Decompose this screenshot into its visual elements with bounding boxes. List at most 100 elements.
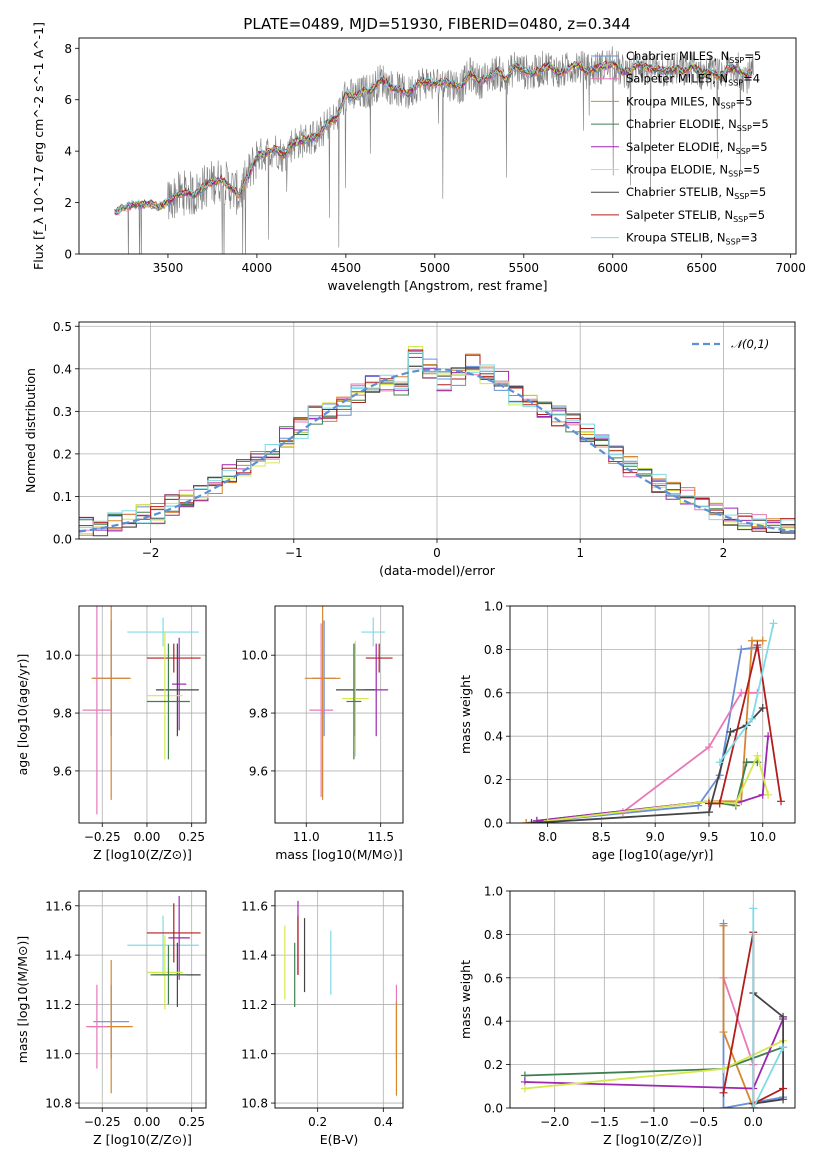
y-tick-label: 0.4 (53, 362, 72, 376)
y-tick-label: 11.0 (241, 1047, 268, 1061)
errorbar-kroupa-miles (91, 606, 131, 800)
x-tick-label: 6000 (597, 261, 628, 275)
x-tick-label: 8.5 (592, 830, 611, 844)
legend-label-salpeter-stelib: Salpeter STELIB, NSSP=5 (626, 208, 765, 224)
series-chabrier-elodie (532, 758, 762, 823)
y-tick-label: 0.0 (484, 817, 503, 831)
y-tick-label: 1.0 (484, 600, 503, 614)
x-tick-label: 11.5 (367, 830, 394, 844)
errorbar-kroupa-elodie (341, 640, 369, 757)
y-tick-label: 10.8 (241, 1097, 268, 1111)
series-point (719, 1104, 728, 1108)
x-tick-label: −0.25 (84, 830, 121, 844)
x-axis-label: age [log10(age/yr)] (592, 847, 714, 862)
series-point (726, 727, 735, 736)
legend-label-salpeter-elodie: Salpeter ELODIE, NSSP=5 (626, 140, 768, 156)
x-tick-label: 0.25 (178, 1115, 205, 1129)
x-axis-label: Z [log10(Z/Z⊙)] (93, 847, 192, 862)
x-tick-label: −0.25 (84, 1115, 121, 1129)
y-tick-label: 1.0 (484, 885, 503, 899)
legend-label-kroupa-miles: Kroupa MILES, NSSP=5 (626, 94, 752, 110)
errorbar-salpeter-miles (82, 606, 112, 815)
x-tick-label: 5000 (420, 261, 451, 275)
errorbar-kroupa-stelib (361, 617, 386, 647)
series-kroupa-stelib (749, 904, 788, 1108)
y-tick-label: 0.2 (53, 447, 72, 461)
y-tick-label: 9.8 (249, 707, 268, 721)
series-point (758, 703, 767, 712)
x-axis-label: (data-model)/error (379, 563, 496, 578)
series-point (769, 619, 778, 628)
y-tick-label: 0.0 (484, 1102, 503, 1116)
y-tick-label: 6 (64, 93, 72, 107)
x-tick-label: −2 (142, 546, 160, 560)
series-point (704, 799, 713, 808)
legend-label-chabrier-elodie: Chabrier ELODIE, NSSP=5 (626, 117, 769, 133)
y-axis-label: Flux [f_λ 10^-17 erg cm^-2 s^-1 A^-1] (31, 22, 46, 270)
series-line (709, 644, 782, 805)
series-line (622, 691, 758, 813)
series-chabrier-miles (522, 643, 762, 823)
y-tick-label: 0.5 (53, 320, 72, 334)
x-tick-label: 11.0 (293, 830, 320, 844)
y-tick-label: 0.2 (484, 1058, 503, 1072)
axes-frame (78, 605, 207, 824)
y-tick-label: 8 (64, 42, 72, 56)
y-tick-label: 4 (64, 145, 72, 159)
x-tick-label: 3500 (153, 261, 184, 275)
spectrum-model-kroupa-stelib (114, 58, 753, 214)
x-tick-label: 9.5 (699, 830, 718, 844)
spectrum-legend: Chabrier MILES, NSSP=5 Salpeter MILES, NS… (591, 49, 769, 247)
series-kroupa-miles (719, 921, 758, 1108)
y-tick-label: 0.1 (53, 490, 72, 504)
y-tick-label: 0 (64, 248, 72, 262)
y-tick-label: 10.0 (241, 649, 268, 663)
series-point (779, 1012, 788, 1021)
legend-label-kroupa-stelib: Kroupa STELIB, NSSP=3 (626, 231, 757, 247)
errorbar-chabrier-elodie (346, 643, 362, 760)
panel-residuals: −2 −1 0 1 2 0.0 0.1 0.2 0.3 0.4 0.5 (data-model)/er… (23, 320, 796, 578)
errorbar-chabrier-elodie (150, 945, 187, 1005)
errorbar-chabrier-elodie (146, 643, 190, 760)
x-axis-label: mass [log10(M/M⊙)] (275, 847, 403, 862)
panel-age-weight: 8.0 8.5 9.0 9.5 10.0 0.0 0.2 0.4 0.6 0.8 1.0 age [l… (458, 600, 796, 862)
errorbar-salpeter-elodie (172, 637, 187, 731)
x-tick-label: −1.0 (639, 1115, 668, 1129)
plot-area-Z-mass (86, 895, 201, 1094)
x-tick-label: 9.0 (646, 830, 665, 844)
legend-label-salpeter-miles: Salpeter MILES, NSSP=4 (626, 72, 760, 88)
errorbar-salpeter-miles (86, 984, 108, 1069)
y-tick-label: 9.6 (249, 764, 268, 778)
errorbar-kroupa-elodie (146, 935, 183, 1010)
y-tick-label: 0.8 (484, 928, 503, 942)
series-point (543, 816, 552, 823)
panel-Z-age: −0.25 0.00 0.25 9.6 9.8 10.0 Z [log10(Z/Z⊙)] ag… (15, 605, 207, 862)
plot-area-Z-weight (520, 904, 788, 1108)
plot-area-residuals (79, 346, 795, 537)
series-point (719, 1088, 728, 1097)
axes-frame (509, 605, 796, 824)
series-point (779, 1084, 788, 1093)
gaussian-curve (79, 368, 795, 533)
series-point (747, 636, 756, 645)
series-point (731, 799, 740, 808)
errorbar-kroupa-miles (304, 606, 341, 800)
series-salpeter-miles (719, 973, 758, 1108)
series-point (704, 808, 713, 817)
hist-kroupa-stelib (79, 351, 795, 529)
y-axis-label: mass weight (458, 960, 473, 1039)
x-axis-label: wavelength [Angstrom, rest frame] (327, 278, 547, 293)
x-tick-label: 0.00 (134, 1115, 161, 1129)
x-tick-label: 0 (433, 546, 441, 560)
spectrum-model-salpeter-stelib (114, 60, 753, 213)
series-point (747, 714, 756, 723)
y-axis-label: mass [log10(M/M⊙)] (15, 936, 30, 1064)
y-tick-label: 0.4 (484, 1015, 503, 1029)
series-point (532, 816, 541, 823)
errorbar-salpeter-elodie (168, 895, 190, 980)
errorbar-chabrier-stelib (155, 643, 199, 737)
legend-label-chabrier-miles: Chabrier MILES, NSSP=5 (626, 49, 761, 65)
series-point (749, 904, 758, 913)
x-tick-label: 2 (720, 546, 728, 560)
